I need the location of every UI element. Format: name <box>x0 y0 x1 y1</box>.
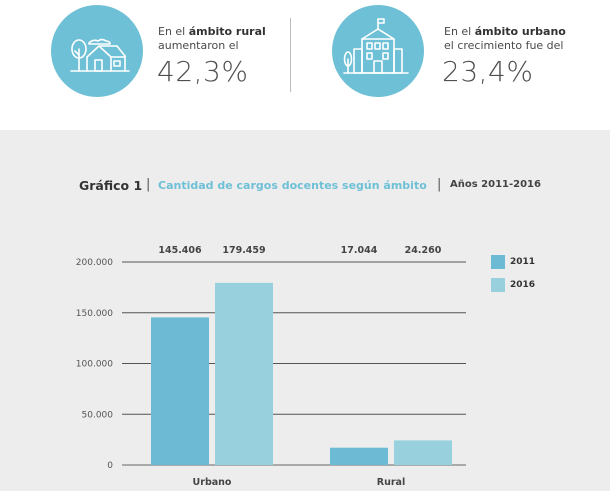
rural-stat-value: 42,3% <box>157 55 249 88</box>
y-tick-label: 200.000 <box>76 258 113 268</box>
legend-swatch-2011 <box>491 255 505 269</box>
data-label: 17.044 <box>341 245 378 256</box>
chart-title-main: Gráfico 1 <box>79 178 143 193</box>
rural-house-icon <box>70 38 130 72</box>
rural-icon-circle <box>51 5 143 97</box>
urban-stat-line1: En el ámbito urbano <box>444 25 566 38</box>
urban-stat-prefix: En el <box>444 25 475 38</box>
urban-icon-circle <box>332 5 424 97</box>
header-stats: En el ámbito rural aumentaron el 42,3% <box>0 0 610 130</box>
urban-stat-bold: ámbito urbano <box>474 25 566 38</box>
urban-stat-value: 23,4% <box>442 55 534 88</box>
bar-2011-rural <box>330 447 388 465</box>
chart-title-years: Años 2011-2016 <box>450 179 541 190</box>
rural-stat-bold: ámbito rural <box>188 25 266 38</box>
school-building-icon <box>343 18 409 74</box>
legend-label-2016: 2016 <box>510 280 536 290</box>
chart-title: Gráfico 1 | Cantidad de cargos docentes … <box>0 177 610 196</box>
title-separator: | <box>146 177 151 192</box>
x-tick-label: Rural <box>377 477 405 488</box>
x-tick-label: Urbano <box>193 477 232 488</box>
data-label: 24.260 <box>405 245 442 256</box>
y-tick-label: 0 <box>107 461 113 471</box>
data-label: 145.406 <box>158 245 202 256</box>
bar-2016-urbano <box>215 282 273 465</box>
legend-swatch-2016 <box>491 278 505 292</box>
rural-stat-line2: aumentaron el <box>158 39 239 52</box>
title-separator: | <box>437 177 442 192</box>
chart-panel <box>0 130 610 491</box>
legend-label-2011: 2011 <box>510 257 536 267</box>
y-tick-label: 100.000 <box>76 360 113 370</box>
stats-divider <box>290 18 291 92</box>
data-label: 179.459 <box>222 245 265 256</box>
y-tick-label: 150.000 <box>76 309 113 319</box>
urban-stat-line2: el crecimiento fue del <box>444 39 564 52</box>
y-tick-label: 50.000 <box>82 410 114 420</box>
chart-title-sub: Cantidad de cargos docentes según ámbito <box>158 179 427 192</box>
bar-2011-urbano <box>151 317 209 465</box>
bar-2016-rural <box>394 440 452 465</box>
rural-stat-prefix: En el <box>158 25 189 38</box>
rural-stat-line1: En el ámbito rural <box>158 25 266 38</box>
